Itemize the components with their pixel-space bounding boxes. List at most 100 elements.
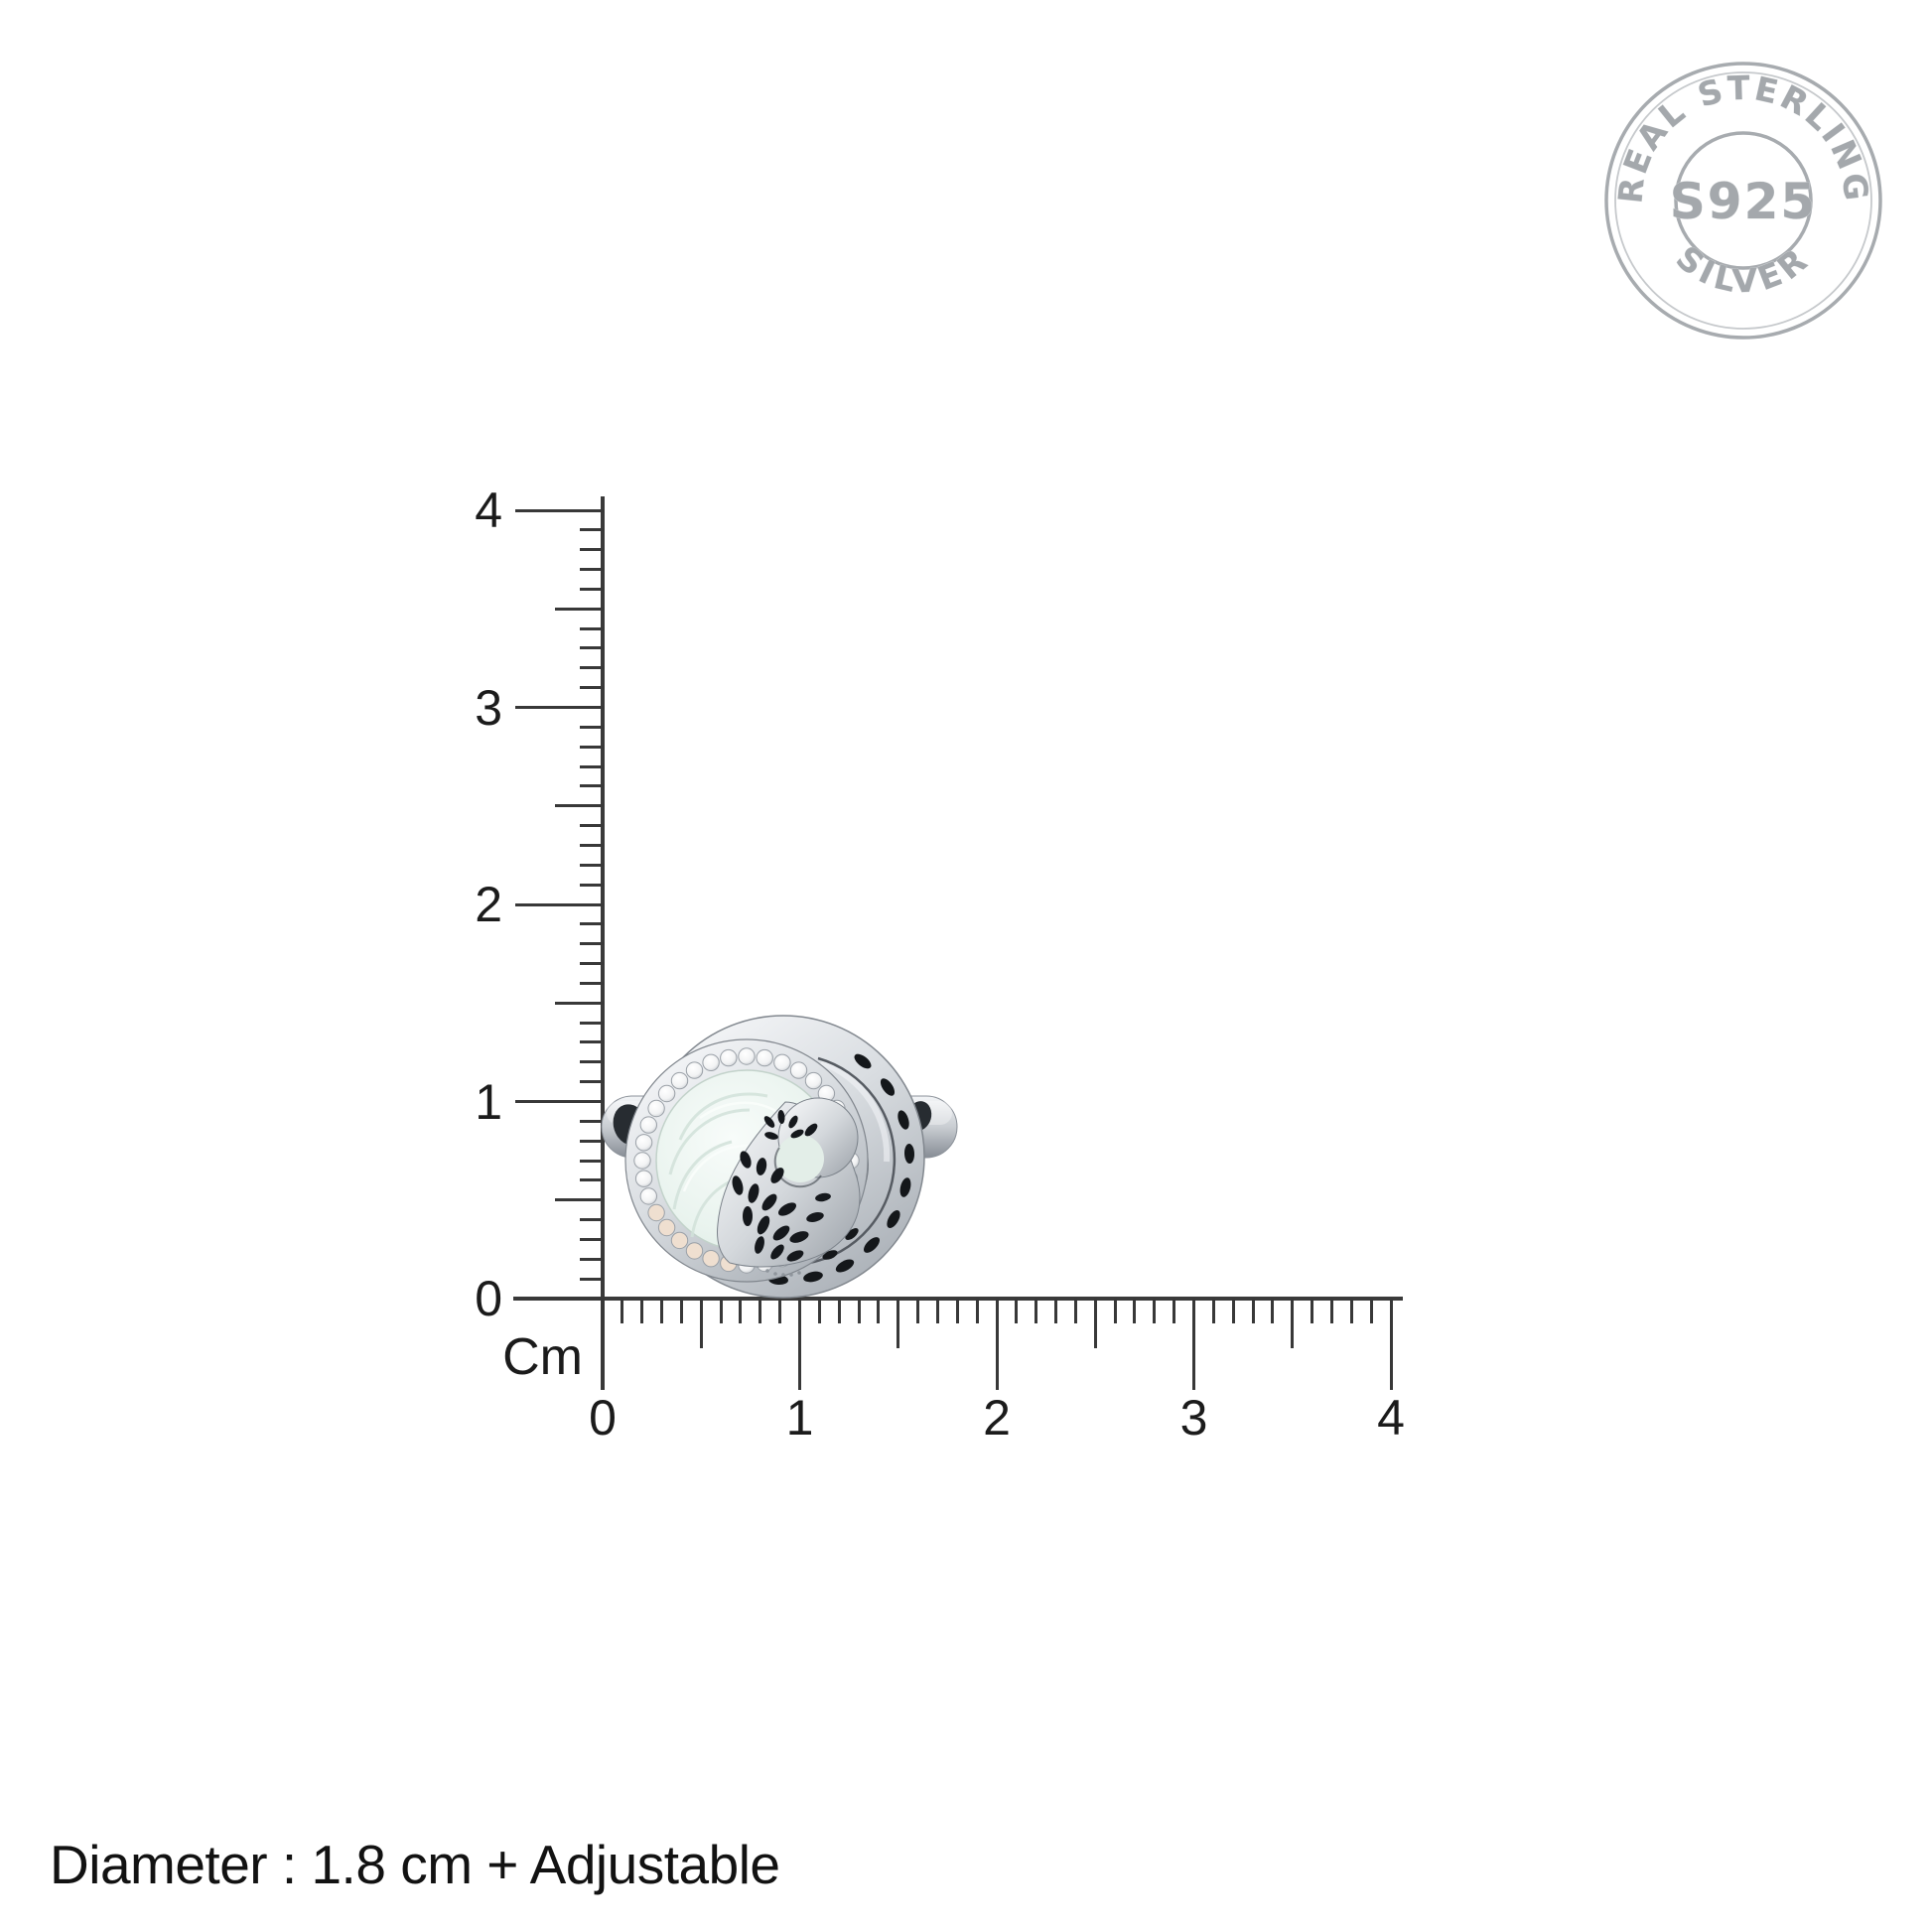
- v-tick: [580, 568, 605, 572]
- v-tick: [555, 607, 605, 611]
- wave-cutouts: [732, 1110, 831, 1262]
- v-ruler-label: 0: [475, 1271, 502, 1326]
- ruler-unit-label: Cm: [502, 1328, 583, 1386]
- h-tick: [1015, 1299, 1019, 1323]
- cz-stone: [647, 1203, 665, 1222]
- wave-curl-opening: [776, 1135, 824, 1182]
- v-tick: [580, 1119, 605, 1123]
- h-tick: [1291, 1299, 1295, 1348]
- h-ruler-label: 1: [785, 1390, 814, 1446]
- h-tick: [1329, 1299, 1333, 1323]
- v-tick: [515, 902, 605, 906]
- stamp-inner-edge-ring: [1614, 71, 1872, 330]
- h-tick: [837, 1299, 841, 1323]
- h-tick: [1311, 1299, 1314, 1323]
- v-tick: [555, 1198, 605, 1202]
- h-tick: [1093, 1299, 1097, 1348]
- h-tick: [601, 1299, 605, 1390]
- v-tick: [580, 1277, 605, 1281]
- v-tick: [580, 981, 605, 985]
- h-tick: [679, 1299, 683, 1323]
- h-tick: [640, 1299, 644, 1323]
- v-tick: [580, 784, 605, 788]
- ring-photo: [601, 1015, 958, 1299]
- v-ruler-label: 2: [475, 877, 502, 932]
- cz-stone: [702, 1250, 720, 1268]
- cz-stone: [657, 1084, 676, 1103]
- v-tick: [580, 528, 605, 532]
- v-tick: [580, 587, 605, 591]
- h-ruler-label: 4: [1377, 1390, 1405, 1446]
- h-tick: [1349, 1299, 1353, 1323]
- v-tick: [555, 1001, 605, 1005]
- swirl-cutouts: [768, 1053, 915, 1286]
- h-tick: [798, 1299, 801, 1390]
- h-tick: [699, 1299, 703, 1348]
- v-tick: [580, 1080, 605, 1084]
- cz-stone: [647, 1099, 665, 1118]
- h-tick: [660, 1299, 664, 1323]
- cz-stone: [773, 1053, 791, 1071]
- h-tick: [817, 1299, 821, 1323]
- hallmark-dots: [765, 1269, 801, 1277]
- h-tick: [778, 1299, 782, 1323]
- h-tick: [857, 1299, 861, 1323]
- v-tick: [580, 1060, 605, 1064]
- v-tick: [580, 843, 605, 847]
- h-tick: [1369, 1299, 1373, 1323]
- cz-stone: [720, 1048, 738, 1067]
- v-tick: [580, 922, 605, 926]
- cz-stone: [639, 1116, 657, 1134]
- v-tick: [515, 1297, 605, 1301]
- h-tick: [1073, 1299, 1077, 1323]
- cz-stone: [804, 1071, 823, 1090]
- v-tick: [580, 646, 605, 650]
- v-tick: [580, 686, 605, 690]
- cz-stone: [756, 1048, 773, 1067]
- stamp-outer-ring: [1604, 62, 1882, 340]
- h-tick: [1271, 1299, 1275, 1323]
- v-ruler-label: 3: [475, 679, 502, 736]
- h-tick: [1192, 1299, 1195, 1390]
- v-tick: [580, 725, 605, 729]
- wave-motif: [717, 1097, 861, 1277]
- h-tick: [1113, 1299, 1117, 1323]
- cz-stone: [685, 1242, 704, 1260]
- cz-stone: [670, 1071, 689, 1090]
- h-tick: [1251, 1299, 1255, 1323]
- v-tick: [580, 962, 605, 966]
- cz-stone: [634, 1134, 653, 1152]
- v-tick: [580, 1159, 605, 1163]
- cz-stone: [639, 1187, 657, 1205]
- diameter-caption: Diameter : 1.8 cm + Adjustable: [50, 1834, 780, 1895]
- h-tick: [916, 1299, 920, 1323]
- h-tick: [955, 1299, 959, 1323]
- h-tick: [935, 1299, 939, 1323]
- h-tick: [739, 1299, 743, 1323]
- v-tick: [580, 666, 605, 670]
- v-ruler-label: 1: [475, 1073, 502, 1130]
- v-ruler-label: 4: [475, 483, 502, 538]
- v-tick: [515, 706, 605, 709]
- h-tick: [621, 1299, 624, 1323]
- cz-stone: [702, 1053, 720, 1071]
- v-tick: [580, 883, 605, 887]
- h-tick: [1173, 1299, 1176, 1323]
- cz-stone: [685, 1061, 704, 1079]
- v-tick: [515, 508, 605, 512]
- v-tick: [580, 942, 605, 946]
- h-tick: [1054, 1299, 1058, 1323]
- h-tick: [759, 1299, 762, 1323]
- stamp-center-ring: [1674, 131, 1813, 270]
- stamp-arc-bottom-text: SILVER: [1669, 237, 1813, 301]
- v-tick: [580, 1040, 605, 1044]
- h-tick: [877, 1299, 881, 1323]
- h-tick: [1133, 1299, 1137, 1323]
- h-ruler-label: 0: [589, 1390, 617, 1446]
- v-tick: [580, 824, 605, 828]
- h-ruler-label: 3: [1179, 1390, 1208, 1446]
- enamel-texture: [668, 1092, 768, 1238]
- v-tick: [580, 1257, 605, 1261]
- cz-stone: [738, 1047, 756, 1065]
